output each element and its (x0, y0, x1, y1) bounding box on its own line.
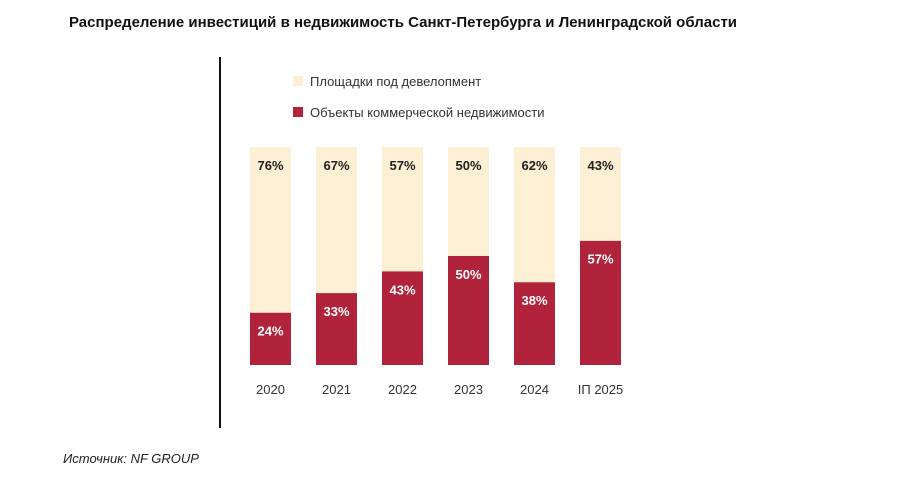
data-label-commercial-2: 43% (389, 282, 415, 297)
bar-commercial-4 (514, 282, 555, 365)
bar-development-2 (382, 147, 423, 272)
x-tick-label-3: 2023 (454, 382, 483, 397)
bar-commercial-2 (382, 271, 423, 365)
data-label-development-2: 57% (389, 158, 415, 173)
legend-label-0: Объекты коммерческой недвижимости (310, 105, 545, 120)
legend: Площадки под девелопмент Объекты коммерче… (293, 74, 545, 120)
legend-swatch-1 (293, 76, 303, 86)
x-tick-label-4: 2024 (520, 382, 549, 397)
data-label-development-0: 76% (257, 158, 283, 173)
x-tick-label-0: 2020 (256, 382, 285, 397)
bar-commercial-3 (448, 256, 489, 365)
x-tick-label-2: 2022 (388, 382, 417, 397)
bar-development-3 (448, 147, 489, 256)
bars-group: 24% 76% 33% 67% 43% 57% 50% 50% 38% 62% 57% 43% (250, 147, 621, 365)
data-label-commercial-1: 33% (323, 304, 349, 319)
data-label-commercial-0: 24% (257, 324, 283, 339)
x-axis-ticks: 2020 2021 2022 2023 2024 IП 2025 (256, 382, 623, 397)
chart-title: Распределение инвестиций в недвижимость … (69, 14, 738, 31)
bar-development-0 (250, 147, 291, 313)
legend-label-1: Площадки под девелопмент (310, 74, 481, 89)
x-tick-label-1: 2021 (322, 382, 351, 397)
bar-commercial-1 (316, 293, 357, 365)
source-note: Источник: NF GROUP (63, 451, 199, 466)
legend-swatch-0 (293, 107, 303, 117)
data-label-commercial-5: 57% (587, 252, 613, 267)
data-label-development-1: 67% (323, 158, 349, 173)
bar-development-4 (514, 147, 555, 283)
x-tick-label-5: IП 2025 (578, 382, 624, 397)
data-label-commercial-4: 38% (521, 293, 547, 308)
bar-development-5 (580, 147, 621, 241)
bar-commercial-0 (250, 312, 291, 365)
bar-development-1 (316, 147, 357, 294)
data-label-development-4: 62% (521, 158, 547, 173)
bar-commercial-5 (580, 240, 621, 365)
data-label-commercial-3: 50% (455, 267, 481, 282)
data-label-development-5: 43% (587, 158, 613, 173)
data-label-development-3: 50% (455, 158, 481, 173)
